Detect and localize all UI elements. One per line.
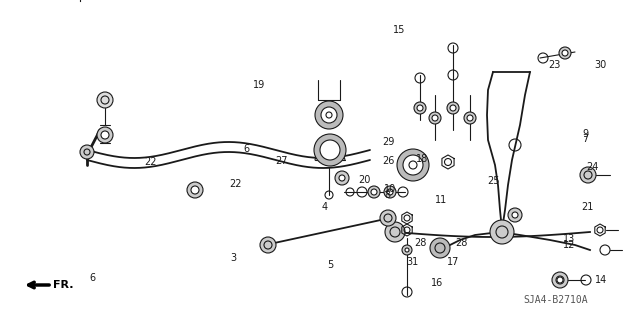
Circle shape: [314, 134, 346, 166]
Text: 28: 28: [415, 238, 427, 248]
Text: 7: 7: [582, 134, 589, 144]
Circle shape: [260, 237, 276, 253]
Text: 6: 6: [90, 272, 96, 283]
Circle shape: [339, 175, 345, 181]
Circle shape: [559, 47, 571, 59]
Circle shape: [417, 105, 423, 111]
Circle shape: [380, 210, 396, 226]
Circle shape: [508, 208, 522, 222]
Text: 14: 14: [595, 275, 607, 285]
Text: 8: 8: [384, 189, 390, 200]
Circle shape: [335, 171, 349, 185]
Circle shape: [580, 167, 596, 183]
Circle shape: [387, 189, 393, 195]
Circle shape: [447, 102, 459, 114]
Circle shape: [556, 276, 564, 284]
Circle shape: [384, 186, 396, 198]
Circle shape: [101, 131, 109, 139]
Text: 13: 13: [563, 234, 575, 244]
Circle shape: [371, 189, 377, 195]
Text: 22: 22: [229, 179, 242, 189]
Circle shape: [191, 186, 199, 194]
Text: SJA4-B2710A: SJA4-B2710A: [524, 295, 588, 305]
Text: 28: 28: [456, 238, 468, 248]
Text: 11: 11: [435, 195, 447, 205]
Text: 3: 3: [230, 253, 237, 263]
Circle shape: [368, 186, 380, 198]
Text: 4: 4: [321, 202, 328, 212]
Circle shape: [385, 222, 405, 242]
Text: 16: 16: [431, 278, 444, 288]
Text: 5: 5: [328, 260, 334, 270]
Text: 9: 9: [582, 129, 589, 139]
Text: 29: 29: [383, 137, 395, 147]
Text: 21: 21: [581, 202, 593, 212]
Circle shape: [403, 155, 423, 175]
Circle shape: [429, 112, 441, 124]
Text: 6: 6: [243, 144, 250, 154]
Circle shape: [450, 105, 456, 111]
Circle shape: [315, 101, 343, 129]
Circle shape: [397, 149, 429, 181]
Text: 25: 25: [488, 176, 500, 186]
Text: 19: 19: [253, 80, 265, 91]
Circle shape: [414, 102, 426, 114]
Circle shape: [97, 92, 113, 108]
Circle shape: [402, 245, 412, 255]
Text: 30: 30: [594, 60, 606, 70]
Text: FR.: FR.: [53, 280, 74, 290]
Circle shape: [405, 248, 409, 252]
Circle shape: [464, 112, 476, 124]
Circle shape: [432, 115, 438, 121]
Text: 18: 18: [416, 154, 428, 164]
Text: 20: 20: [358, 175, 371, 185]
Circle shape: [187, 182, 203, 198]
Circle shape: [490, 220, 514, 244]
Circle shape: [80, 145, 94, 159]
Text: 22: 22: [145, 157, 157, 167]
Text: 23: 23: [548, 60, 560, 70]
Circle shape: [552, 272, 568, 288]
Text: 10: 10: [384, 184, 396, 195]
Text: 12: 12: [563, 240, 575, 250]
Circle shape: [97, 127, 113, 143]
Circle shape: [562, 50, 568, 56]
Text: 31: 31: [406, 256, 419, 267]
Text: 24: 24: [586, 162, 598, 173]
Circle shape: [321, 107, 337, 123]
Text: 15: 15: [393, 25, 405, 35]
Circle shape: [467, 115, 473, 121]
Circle shape: [320, 140, 340, 160]
Circle shape: [512, 212, 518, 218]
Text: 27: 27: [275, 156, 288, 166]
Text: 26: 26: [383, 156, 395, 166]
Text: 17: 17: [447, 256, 459, 267]
Circle shape: [430, 238, 450, 258]
